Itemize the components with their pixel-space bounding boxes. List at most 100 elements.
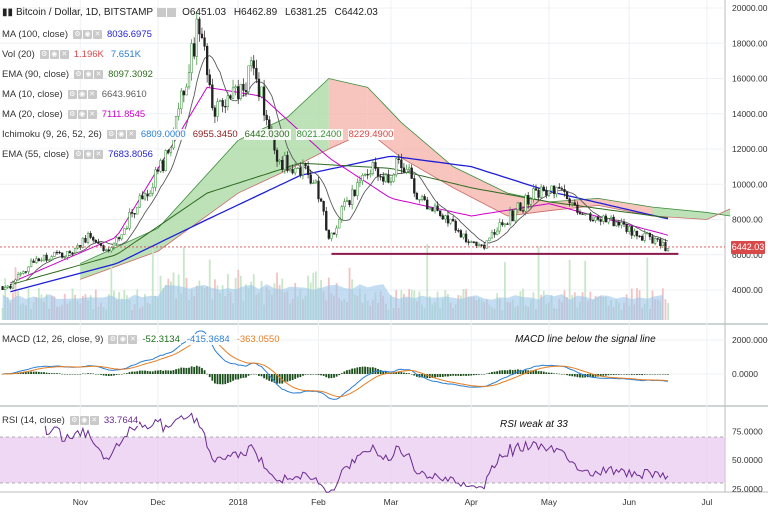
header-controls[interactable] <box>157 7 177 17</box>
candle-body <box>353 189 356 196</box>
candle-body <box>299 167 302 176</box>
settings-icon[interactable]: ⚙ <box>108 334 118 344</box>
macd-histogram-bar <box>454 374 457 376</box>
candle-body <box>454 220 457 231</box>
macd-histogram-bar <box>81 373 84 375</box>
close-icon[interactable]: ✕ <box>87 89 97 99</box>
candle-body <box>369 173 372 176</box>
macd-controls[interactable]: ⚙ ◉ ✕ <box>108 334 138 344</box>
settings-icon[interactable] <box>157 7 167 17</box>
macd-histogram-bar <box>330 374 333 379</box>
close-icon[interactable]: ✕ <box>128 334 138 344</box>
candle-body <box>563 189 566 193</box>
candle-body <box>71 252 74 254</box>
candle-body <box>63 256 66 259</box>
indicator-controls[interactable]: ⚙ ◉ ✕ <box>73 29 102 39</box>
volume-ma-area <box>2 284 663 320</box>
close-icon[interactable]: ✕ <box>126 129 136 139</box>
settings-icon[interactable]: ⚙ <box>74 69 84 79</box>
indicator-controls[interactable]: ⚙ ◉ ✕ <box>39 49 69 59</box>
eye-icon[interactable]: ◉ <box>84 69 94 79</box>
macd-histogram-bar <box>105 374 108 376</box>
price-tick-label: 18000.00 <box>732 38 768 48</box>
macd-histogram-bar <box>71 374 74 375</box>
eye-icon[interactable]: ◉ <box>77 89 87 99</box>
macd-histogram-bar <box>581 374 584 378</box>
candle-body <box>521 210 525 212</box>
macd-histogram-bar <box>185 367 188 374</box>
candle-body <box>400 159 403 169</box>
settings-icon[interactable]: ⚙ <box>67 89 77 99</box>
close-icon[interactable]: ✕ <box>94 149 104 159</box>
close-icon[interactable]: ✕ <box>94 69 104 79</box>
eye-icon[interactable]: ◉ <box>79 415 89 425</box>
macd-histogram-bar <box>87 373 89 374</box>
macd-histogram-bar <box>157 370 159 374</box>
macd-histogram-bar <box>208 374 211 378</box>
settings-icon[interactable]: ⚙ <box>67 109 77 119</box>
eye-icon[interactable]: ◉ <box>49 49 59 59</box>
indicator-controls[interactable]: ⚙ ◉ ✕ <box>106 129 136 139</box>
settings-icon[interactable]: ⚙ <box>73 29 82 39</box>
macd-histogram-bar <box>32 371 35 374</box>
candle-body <box>14 279 17 283</box>
close-icon[interactable]: ✕ <box>87 109 97 119</box>
candle-body <box>208 74 211 86</box>
macd-histogram-bar <box>524 369 527 374</box>
candle-body <box>262 86 266 116</box>
macd-histogram-bar <box>542 371 545 374</box>
macd-histogram-bar <box>252 373 255 375</box>
candle-body <box>529 198 532 205</box>
cloud-segment <box>706 208 731 220</box>
candle-body <box>229 95 232 99</box>
settings-icon[interactable]: ⚙ <box>74 149 84 159</box>
macd-histogram-bar <box>610 374 612 375</box>
settings-icon[interactable]: ⚙ <box>39 49 49 59</box>
settings-icon[interactable]: ⚙ <box>106 129 116 139</box>
close-icon[interactable]: ✕ <box>93 29 102 39</box>
rsi-controls[interactable]: ⚙ ◉ ✕ <box>69 415 99 425</box>
candle-body <box>224 106 227 108</box>
close-icon[interactable] <box>167 7 177 17</box>
macd-histogram-bar <box>40 372 43 374</box>
indicator-controls[interactable]: ⚙ ◉ ✕ <box>74 69 104 79</box>
overlay-lines <box>0 246 725 255</box>
chart-type-icon[interactable]: ▮▮ <box>2 6 14 18</box>
eye-icon[interactable]: ◉ <box>116 129 126 139</box>
close-icon[interactable]: ✕ <box>59 49 69 59</box>
macd-histogram-bar <box>371 367 374 374</box>
candle-body <box>50 256 53 261</box>
eye-icon[interactable]: ◉ <box>83 29 92 39</box>
volume-bar <box>504 262 506 320</box>
candle-body <box>384 174 387 182</box>
eye-icon[interactable]: ◉ <box>77 109 87 119</box>
macd-histogram-bar <box>447 374 449 377</box>
eye-icon[interactable]: ◉ <box>118 334 128 344</box>
volume-bar <box>646 257 649 320</box>
macd-histogram-bar <box>138 370 141 374</box>
candle-body <box>573 202 576 206</box>
candle-body <box>159 160 162 172</box>
close-icon[interactable]: ✕ <box>89 415 99 425</box>
macd-histogram-bar <box>63 374 66 375</box>
macd-histogram-bar <box>478 374 480 375</box>
macd-histogram-bar <box>566 374 568 376</box>
macd-histogram-bar <box>281 374 284 384</box>
macd-histogram-bar <box>237 374 240 380</box>
candle-body <box>503 223 507 226</box>
eye-icon[interactable]: ◉ <box>84 149 94 159</box>
candle-body <box>252 60 255 69</box>
macd-histogram-bar <box>226 374 229 383</box>
price-tick-label: 6000.00 <box>732 250 763 260</box>
settings-icon[interactable]: ⚙ <box>69 415 79 425</box>
volume-bar <box>584 260 587 320</box>
indicator-controls[interactable]: ⚙ ◉ ✕ <box>67 89 97 99</box>
indicator-controls[interactable]: ⚙ ◉ ✕ <box>67 109 97 119</box>
indicator-controls[interactable]: ⚙ ◉ ✕ <box>74 149 104 159</box>
time-tick-label: Dec <box>150 497 166 507</box>
indicator-value: 8021.2400 <box>295 128 343 140</box>
candle-body <box>58 251 61 254</box>
macd-histogram-bar <box>346 370 348 374</box>
indicator-row: Ichimoku (9, 26, 52, 26) ⚙ ◉ ✕ 6809.0000 6955… <box>0 126 399 142</box>
macd-histogram-bar <box>273 374 276 383</box>
